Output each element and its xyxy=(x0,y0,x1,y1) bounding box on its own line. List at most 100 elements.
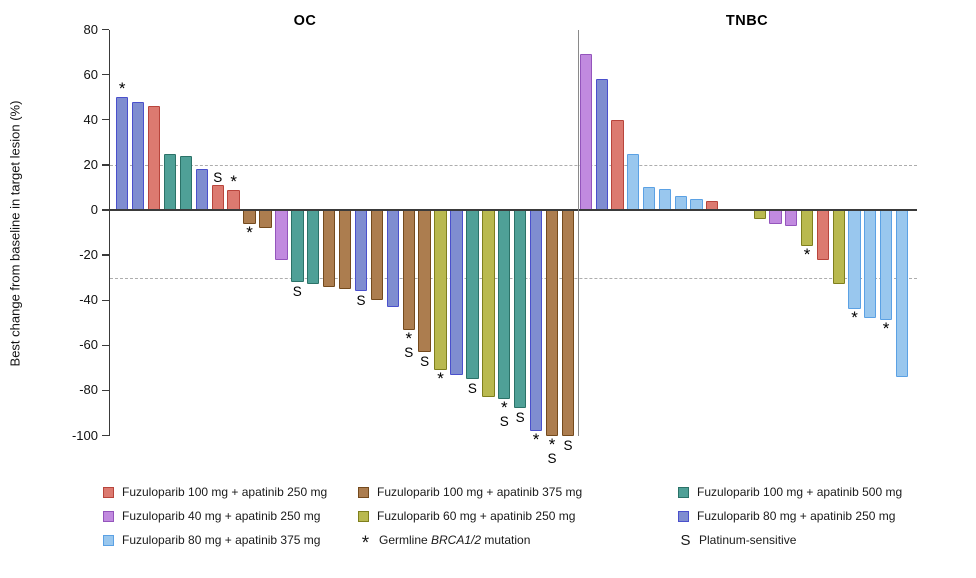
bar xyxy=(291,210,304,283)
bar xyxy=(259,210,272,229)
bar xyxy=(147,106,161,210)
bar xyxy=(179,155,193,210)
bar xyxy=(658,188,672,210)
bar xyxy=(434,210,447,371)
legend-swatch xyxy=(103,486,114,498)
bar xyxy=(816,210,830,260)
y-tick-label: 40 xyxy=(83,111,98,127)
mutation-star-mark: * xyxy=(882,319,890,339)
legend-item: Fuzuloparib 60 mg + apatinib 250 mg xyxy=(358,506,575,526)
legend-label: Platinum-sensitive xyxy=(699,533,797,547)
bar xyxy=(354,210,368,292)
platinum-sensitive-mark: S xyxy=(404,344,414,360)
bar xyxy=(864,210,877,319)
y-tick-label: -60 xyxy=(79,337,98,353)
bar xyxy=(832,210,845,285)
y-tick-mark xyxy=(102,299,109,301)
legend-label: Fuzuloparib 100 mg + apatinib 250 mg xyxy=(122,485,328,499)
legend-item: Fuzuloparib 80 mg + apatinib 250 mg xyxy=(678,506,895,526)
y-axis-label: Best change from baseline in target lesi… xyxy=(7,100,23,367)
bar xyxy=(514,210,527,409)
y-tick-label: -40 xyxy=(79,292,98,308)
bar xyxy=(579,54,593,210)
y-tick-mark xyxy=(102,164,109,166)
y-tick-mark xyxy=(102,434,109,437)
legend-label: Fuzuloparib 80 mg + apatinib 375 mg xyxy=(122,533,321,547)
bar xyxy=(116,97,129,210)
bar xyxy=(482,210,495,398)
mutation-star-mark: * xyxy=(118,79,126,99)
bar xyxy=(275,210,288,260)
y-axis-line xyxy=(108,30,110,436)
bar xyxy=(848,210,861,310)
mutation-star-mark: * xyxy=(246,222,253,242)
bar xyxy=(498,210,511,400)
bar xyxy=(627,153,640,210)
platinum-sensitive-mark: S xyxy=(467,381,477,397)
bar xyxy=(322,210,336,287)
y-tick-mark xyxy=(102,389,109,392)
mutation-star-mark: * xyxy=(548,434,556,454)
legend-item: Fuzuloparib 100 mg + apatinib 250 mg xyxy=(103,482,327,502)
legend-label: Fuzuloparib 60 mg + apatinib 250 mg xyxy=(377,509,576,523)
bar xyxy=(307,210,320,285)
legend-item: * Germline BRCA1/2 mutation xyxy=(358,530,531,553)
platinum-sensitive-mark: S xyxy=(420,354,430,370)
y-tick-label: -80 xyxy=(79,382,98,398)
legend-label: Germline BRCA1/2 mutation xyxy=(379,533,531,547)
legend-swatch xyxy=(678,510,689,522)
y-tick-mark xyxy=(102,254,109,256)
zero-baseline xyxy=(110,209,917,211)
platinum-sensitive-mark: S xyxy=(356,293,366,309)
bar xyxy=(386,210,400,307)
bar xyxy=(466,210,479,380)
bar xyxy=(800,210,814,247)
y-tick-mark xyxy=(102,119,109,121)
bar xyxy=(338,210,352,289)
bar xyxy=(163,153,177,210)
platinum-sensitive-mark: S xyxy=(515,410,525,426)
platinum-sensitive-mark: S xyxy=(292,284,302,300)
mutation-star-mark: * xyxy=(405,328,413,348)
bar xyxy=(243,210,256,224)
legend-label: Fuzuloparib 80 mg + apatinib 250 mg xyxy=(697,509,896,523)
y-tick-label: 0 xyxy=(90,202,98,217)
bar xyxy=(370,210,384,301)
bar xyxy=(753,210,766,220)
bar xyxy=(595,79,608,210)
bar xyxy=(211,185,224,210)
legend-item: Fuzuloparib 80 mg + apatinib 375 mg xyxy=(103,530,320,550)
mutation-star-mark: * xyxy=(437,369,444,389)
legend-item: Fuzuloparib 40 mg + apatinib 250 mg xyxy=(103,506,320,526)
bar xyxy=(769,210,782,224)
reference-line xyxy=(110,277,917,279)
legend-swatch xyxy=(678,486,689,498)
platinum-sensitive-mark: S xyxy=(499,414,509,430)
bar xyxy=(879,210,893,321)
bar xyxy=(561,210,575,436)
platinum-sensitive-mark: S xyxy=(547,450,557,466)
legend-swatch xyxy=(358,510,369,522)
bar xyxy=(131,101,145,210)
legend-label: Fuzuloparib 100 mg + apatinib 375 mg xyxy=(377,485,583,499)
bar xyxy=(195,169,208,210)
y-tick-label: -100 xyxy=(71,427,98,443)
mutation-star-mark: * xyxy=(500,398,508,418)
y-tick-mark xyxy=(102,74,109,76)
bar xyxy=(642,187,656,210)
y-tick-label: 80 xyxy=(83,21,98,37)
bar xyxy=(529,210,543,431)
legend-swatch xyxy=(103,534,114,546)
platinum-sensitive-mark: S xyxy=(563,437,573,453)
legend-label: Fuzuloparib 100 mg + apatinib 500 mg xyxy=(697,485,903,499)
mutation-star-mark: * xyxy=(230,171,237,191)
bar xyxy=(611,119,624,210)
y-tick-label: 60 xyxy=(83,66,98,82)
legend-item: Fuzuloparib 100 mg + apatinib 375 mg xyxy=(358,482,582,502)
mutation-star-mark: * xyxy=(803,245,811,265)
bar xyxy=(674,196,687,210)
y-tick-label: -20 xyxy=(79,247,98,263)
mutation-star-mark: * xyxy=(532,429,540,449)
reference-line xyxy=(110,164,917,166)
